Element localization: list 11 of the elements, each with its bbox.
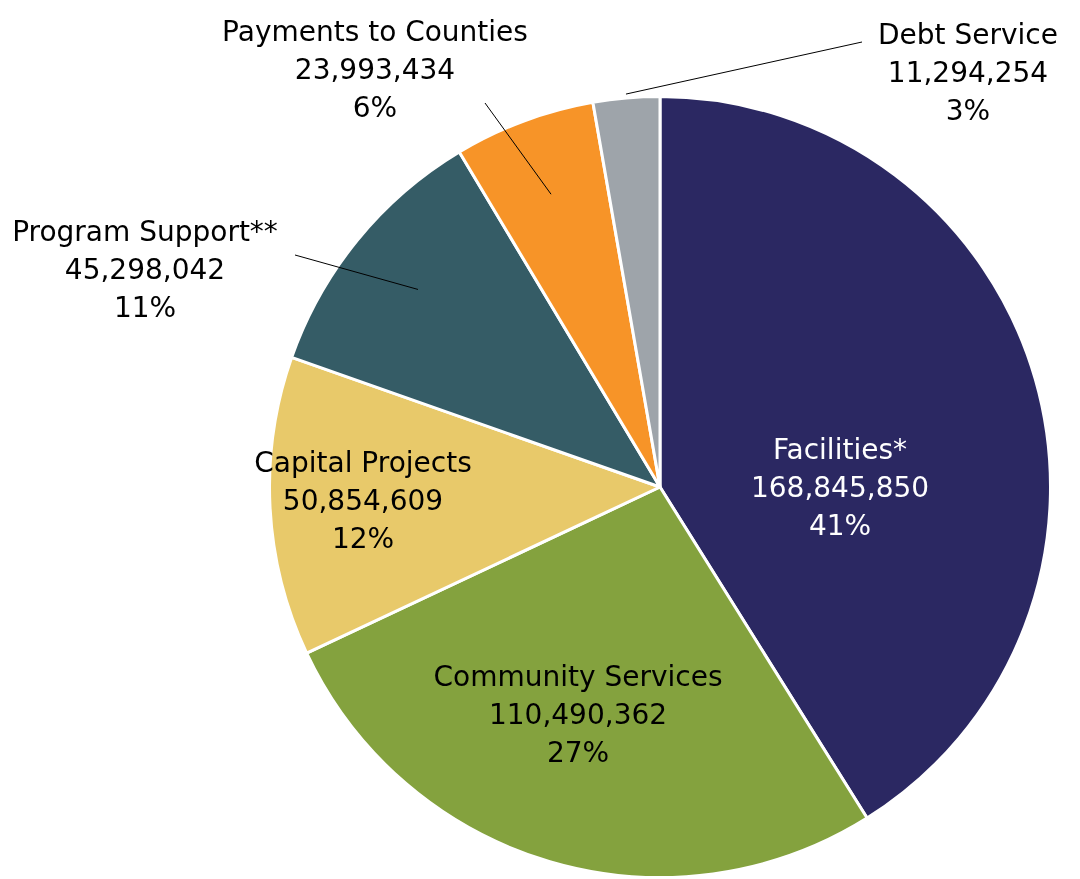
slice-label: Facilities* bbox=[773, 433, 907, 467]
data-label: 168,845,850 41% bbox=[750, 471, 930, 543]
data-label: 11,294,254 3% bbox=[887, 56, 1049, 128]
slice-label: Program Support** bbox=[12, 215, 278, 249]
slice-label: Debt Service bbox=[878, 18, 1058, 52]
slice-label: Payments to Counties bbox=[222, 15, 528, 49]
data-label: 45,298,042 11% bbox=[64, 253, 226, 325]
slice-label: Community Services bbox=[433, 660, 723, 694]
data-label: 23,993,434 6% bbox=[294, 53, 456, 125]
data-label: 110,490,362 27% bbox=[488, 698, 668, 770]
data-label: 50,854,609 12% bbox=[282, 484, 444, 556]
